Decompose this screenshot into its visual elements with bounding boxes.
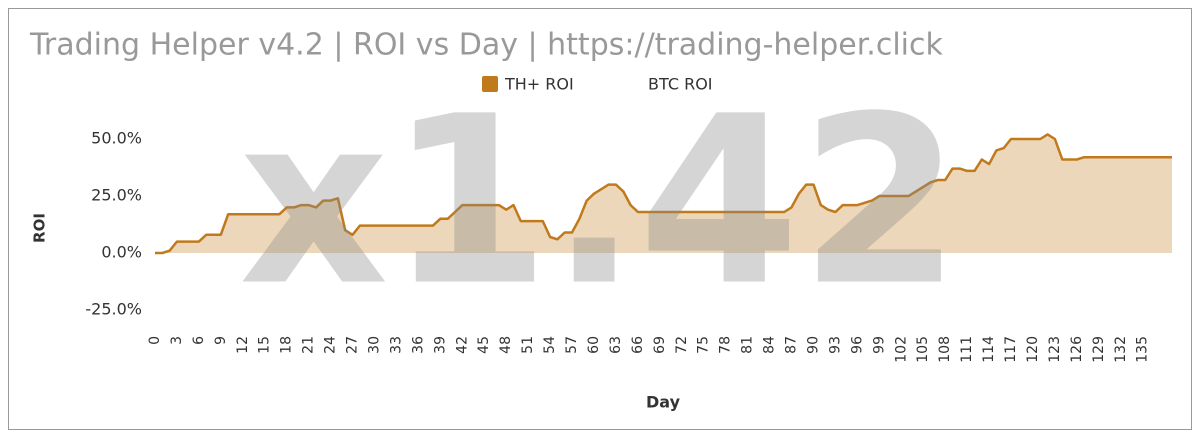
x-tick-label: 12 [235,336,251,354]
x-tick-label: 42 [454,336,470,354]
legend-label: TH+ ROI [504,75,574,94]
x-tick-label: 6 [191,336,207,345]
x-tick-label: 117 [1003,336,1019,363]
x-tick-label: 51 [520,336,536,354]
x-tick-label: 15 [257,336,273,354]
x-tick-label: 129 [1091,336,1107,363]
x-tick-label: 18 [279,336,295,354]
y-tick-label: 25.0% [91,186,142,205]
x-tick-label: 54 [542,336,558,354]
x-tick-label: 84 [762,336,778,354]
x-tick-label: 60 [586,336,602,354]
x-tick-label: 63 [608,336,624,354]
x-tick-label: 66 [630,336,646,354]
x-tick-label: 45 [476,336,492,354]
area [155,134,1172,253]
x-tick-label: 33 [388,336,404,354]
x-tick-label: 99 [871,336,887,354]
legend-swatch [482,76,498,92]
x-tick-label: 0 [147,336,163,345]
x-tick-label: 102 [893,336,909,363]
chart-title: Trading Helper v4.2 | ROI vs Day | https… [29,28,944,63]
x-tick-label: 132 [1113,336,1129,363]
x-axis-label: Day [646,393,681,412]
x-tick-label: 9 [213,336,229,345]
x-tick-label: 3 [169,336,185,345]
x-tick-label: 21 [301,336,317,354]
x-tick-label: 90 [805,336,821,354]
x-tick-label: 78 [718,336,734,354]
x-tick-label: 27 [345,336,361,354]
legend-label: BTC ROI [648,75,713,94]
chart-frame [8,8,1192,430]
x-tick-label: 75 [696,336,712,354]
watermark: x1.42 [239,66,961,336]
x-tick-label: 69 [652,336,668,354]
x-tick-label: 114 [981,336,997,363]
line [155,133,1172,255]
x-tick-label: 135 [1135,336,1151,363]
x-tick-label: 96 [849,336,865,354]
y-axis-label: ROI [31,213,49,243]
x-tick-label: 123 [1047,336,1063,363]
x-tick-label: 108 [937,336,953,363]
x-tick-label: 87 [784,336,800,354]
x-tick-label: 126 [1069,336,1085,363]
x-tick-label: 30 [366,336,382,354]
x-tick-label: 24 [323,336,339,354]
x-tick-label: 36 [410,336,426,354]
x-tick-label: 93 [827,336,843,354]
y-tick-label: 50.0% [91,129,142,148]
y-tick-label: -25.0% [85,300,142,319]
x-tick-label: 81 [740,336,756,354]
x-tick-label: 120 [1025,336,1041,363]
x-tick-label: 111 [959,336,975,363]
x-tick-label: 72 [674,336,690,354]
x-tick-label: 48 [498,336,514,354]
x-tick-label: 57 [564,336,580,354]
x-tick-label: 39 [432,336,448,354]
x-tick-label: 105 [915,336,931,363]
y-tick-label: 0.0% [101,243,142,262]
